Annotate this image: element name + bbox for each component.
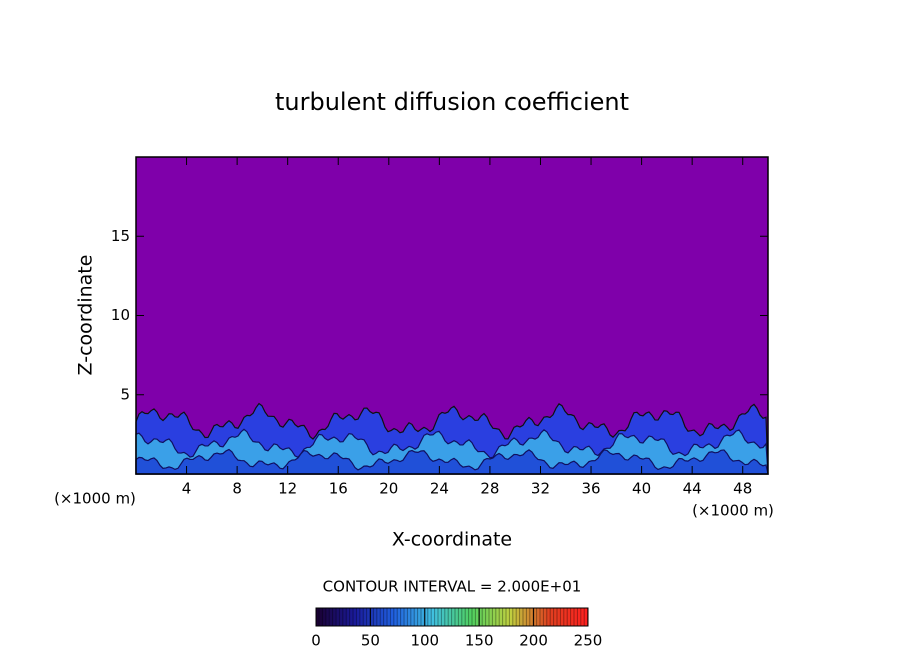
colorbar-tick-label: 0 <box>311 632 321 650</box>
x-axis-label: X-coordinate <box>392 529 512 551</box>
colorbar-tick-label: 200 <box>519 632 548 650</box>
x-tick-label: 12 <box>278 480 297 498</box>
y-tick-label: 15 <box>111 227 130 245</box>
turbulent-layer <box>135 448 769 475</box>
colorbar-tick-label: 100 <box>410 632 439 650</box>
colorbar-tick-label: 150 <box>465 632 494 650</box>
x-tick-label: 20 <box>379 480 398 498</box>
x-tick-label: 36 <box>581 480 600 498</box>
x-tick-label: 16 <box>329 480 348 498</box>
x-tick-label: 48 <box>733 480 752 498</box>
x-unit-right: (×1000 m) <box>692 502 774 520</box>
chart-title: turbulent diffusion coefficient <box>275 88 629 116</box>
colorbar-tick-label: 50 <box>361 632 380 650</box>
contour-interval: CONTOUR INTERVAL = 2.000E+01 <box>323 578 582 596</box>
x-tick-label: 32 <box>531 480 550 498</box>
x-tick-label: 40 <box>632 480 651 498</box>
y-tick-label: 10 <box>111 306 130 324</box>
y-axis-label: Z-coordinate <box>75 255 97 376</box>
x-tick-label: 44 <box>683 480 702 498</box>
colorbar-tick-label: 250 <box>574 632 603 650</box>
x-tick-label: 8 <box>232 480 242 498</box>
x-tick-label: 24 <box>430 480 449 498</box>
x-tick-label: 28 <box>480 480 499 498</box>
x-unit-left: (×1000 m) <box>54 490 136 508</box>
y-tick-label: 5 <box>120 385 130 403</box>
x-tick-label: 4 <box>182 480 192 498</box>
